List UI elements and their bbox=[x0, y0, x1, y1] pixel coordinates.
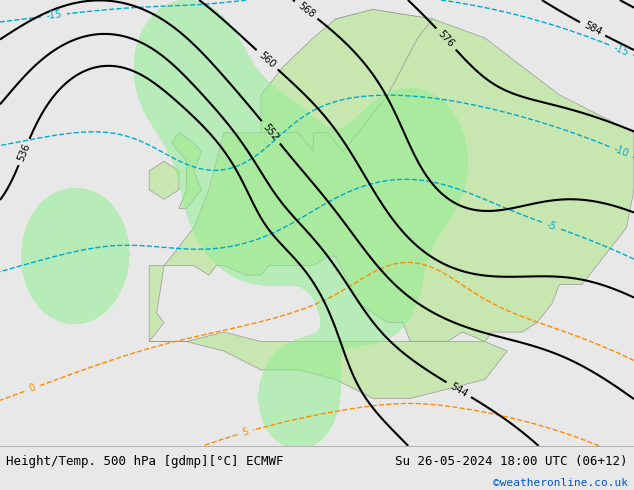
Polygon shape bbox=[149, 161, 179, 199]
Text: 5: 5 bbox=[241, 427, 250, 438]
Text: 584: 584 bbox=[582, 20, 603, 38]
Text: 536: 536 bbox=[16, 142, 32, 162]
Text: 0: 0 bbox=[27, 383, 37, 394]
Text: -15: -15 bbox=[612, 42, 630, 57]
Text: ©weatheronline.co.uk: ©weatheronline.co.uk bbox=[493, 478, 628, 489]
Polygon shape bbox=[172, 133, 202, 209]
Text: Height/Temp. 500 hPa [gdmp][°C] ECMWF: Height/Temp. 500 hPa [gdmp][°C] ECMWF bbox=[6, 455, 284, 468]
Text: -5: -5 bbox=[545, 219, 557, 232]
Text: 576: 576 bbox=[436, 29, 456, 49]
Text: -15: -15 bbox=[46, 9, 63, 21]
Polygon shape bbox=[149, 332, 507, 398]
Text: 552: 552 bbox=[261, 122, 281, 143]
Text: Su 26-05-2024 18:00 UTC (06+12): Su 26-05-2024 18:00 UTC (06+12) bbox=[395, 455, 628, 468]
Text: 568: 568 bbox=[296, 0, 316, 20]
Text: 560: 560 bbox=[257, 50, 277, 70]
Polygon shape bbox=[149, 9, 634, 342]
Text: 544: 544 bbox=[448, 381, 469, 399]
Polygon shape bbox=[261, 9, 432, 152]
Text: -10: -10 bbox=[612, 144, 630, 160]
